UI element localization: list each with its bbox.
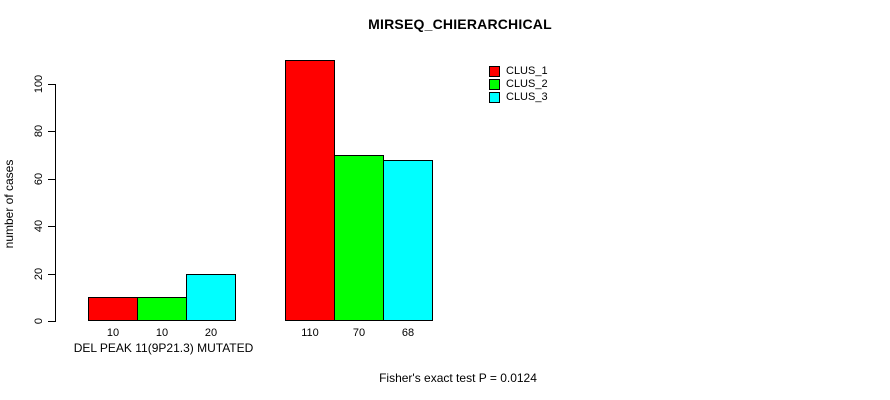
- bar-clus_3-group2: [383, 160, 433, 321]
- legend-item-clus_1: CLUS_1: [489, 66, 548, 77]
- y-tick-label: 40: [33, 219, 45, 233]
- y-tick-label: 60: [33, 172, 45, 186]
- y-tick-label: 20: [33, 267, 45, 281]
- legend: CLUS_1 CLUS_2 CLUS_3: [489, 66, 548, 105]
- y-tick-mark: [48, 226, 55, 227]
- bar-value-label: 10: [106, 327, 120, 339]
- bar-clus_1-group2: [285, 60, 335, 321]
- bar-value-label: 70: [352, 327, 366, 339]
- y-tick-mark: [48, 274, 55, 275]
- legend-swatch-clus_1-icon: [489, 66, 500, 77]
- y-tick-label: 0: [33, 317, 45, 325]
- legend-swatch-clus_3-icon: [489, 92, 500, 103]
- bar-value-label: 10: [155, 327, 169, 339]
- bar-value-label: 20: [204, 327, 218, 339]
- y-tick-mark: [48, 321, 55, 322]
- legend-label: CLUS_1: [506, 65, 548, 77]
- y-tick-mark: [48, 84, 55, 85]
- bar-clus_2-group2: [334, 155, 384, 321]
- bar-clus_2-group1: [137, 297, 187, 321]
- bar-clus_3-group1: [186, 274, 236, 321]
- legend-swatch-clus_2-icon: [489, 79, 500, 90]
- y-tick-label: 100: [33, 74, 45, 94]
- y-tick-mark: [48, 131, 55, 132]
- legend-label: CLUS_2: [506, 78, 548, 90]
- chart-title: MIRSEQ_CHIERARCHICAL: [368, 16, 552, 32]
- legend-item-clus_3: CLUS_3: [489, 92, 548, 103]
- y-axis-line: [55, 84, 56, 322]
- bar-clus_1-group1: [88, 297, 138, 321]
- y-axis-label: number of cases: [2, 159, 16, 249]
- legend-label: CLUS_3: [506, 91, 548, 103]
- annotation-fisher-test: Fisher's exact test P = 0.0124: [379, 371, 537, 385]
- legend-item-clus_2: CLUS_2: [489, 79, 548, 90]
- y-tick-mark: [48, 179, 55, 180]
- y-tick-label: 80: [33, 124, 45, 138]
- x-axis-label: DEL PEAK 11(9P21.3) MUTATED: [73, 341, 254, 355]
- bar-value-label: 110: [301, 327, 319, 339]
- bar-value-label: 68: [401, 327, 415, 339]
